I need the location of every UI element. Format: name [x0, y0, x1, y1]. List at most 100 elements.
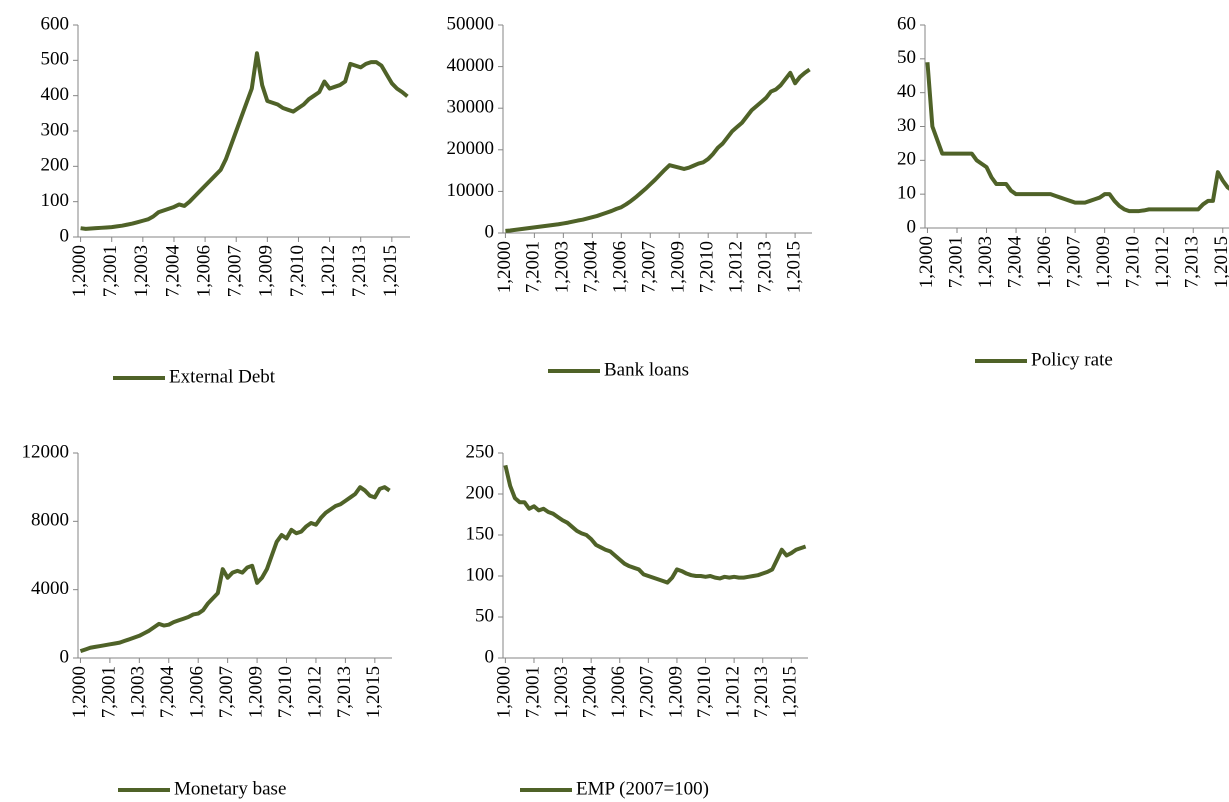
x-tick-label: 1,2006 [187, 666, 208, 718]
x-tick-label: 1,2009 [245, 666, 266, 718]
x-tick-label: 7,2007 [637, 666, 658, 718]
y-tick-label: 500 [41, 49, 70, 70]
x-tick-label: 1,2015 [783, 241, 804, 293]
x-tick-label: 7,2007 [1063, 236, 1084, 288]
y-tick-label: 20000 [447, 138, 495, 159]
x-tick-label: 1,2003 [552, 241, 573, 293]
x-tick-label: 1,2009 [256, 245, 277, 297]
legend-label: Monetary base [174, 778, 286, 799]
y-tick-label: 40000 [447, 55, 495, 76]
y-tick-label: 10000 [447, 180, 495, 201]
x-tick-label: 7,2013 [754, 241, 775, 293]
y-tick-label: 0 [907, 216, 917, 237]
x-tick-label: 1,2003 [551, 666, 572, 718]
x-tick-label: 7,2010 [697, 241, 718, 293]
x-tick-label: 1,2012 [722, 666, 743, 718]
x-tick-label: 7,2004 [157, 666, 178, 719]
y-tick-label: 200 [41, 155, 70, 176]
data-line [80, 51, 409, 231]
data-line [505, 67, 811, 233]
y-tick-label: 150 [466, 523, 495, 544]
x-tick-label: 7,2013 [751, 666, 772, 718]
x-tick-label: 7,2001 [522, 666, 543, 718]
y-tick-label: 8000 [31, 510, 69, 531]
y-tick-label: 0 [485, 646, 495, 667]
legend-label: External Debt [169, 366, 276, 387]
x-tick-label: 7,2010 [1123, 236, 1144, 288]
legend-label: Policy rate [1031, 349, 1113, 370]
y-tick-label: 30 [897, 115, 916, 136]
chart-panel: 0 10000 20000 30000 40000 50000 1,2000 7,2001 1,… [447, 13, 812, 380]
x-tick-label: 7,2004 [580, 666, 601, 719]
y-tick-label: 100 [466, 564, 495, 585]
x-tick-label: 1,2006 [1034, 236, 1055, 288]
x-tick-label: 7,2010 [287, 245, 308, 297]
y-tick-label: 12000 [22, 441, 70, 462]
x-tick-label: 1,2006 [610, 241, 631, 293]
x-tick-label: 7,2013 [334, 666, 355, 718]
y-tick-label: 50 [897, 47, 916, 68]
x-tick-label: 1,2015 [380, 245, 401, 297]
y-tick-label: 10 [897, 183, 916, 204]
y-tick-label: 40 [897, 81, 916, 102]
x-tick-label: 1,2012 [1152, 236, 1173, 288]
data-line [503, 464, 807, 585]
y-tick-label: 0 [60, 225, 70, 246]
legend-label: Bank loans [604, 359, 689, 380]
x-tick-label: 1,2006 [193, 245, 214, 297]
x-tick-label: 7,2013 [349, 245, 370, 297]
x-tick-label: 1,2015 [363, 666, 384, 718]
x-tick-label: 1,2012 [318, 245, 339, 297]
data-line [79, 485, 391, 654]
x-tick-label: 7,2001 [945, 236, 966, 288]
y-tick-label: 300 [41, 119, 70, 140]
y-tick-label: 600 [41, 13, 70, 34]
x-tick-label: 7,2001 [98, 666, 119, 718]
y-tick-label: 30000 [447, 97, 495, 118]
x-tick-label: 1,2012 [726, 241, 747, 293]
y-tick-label: 100 [41, 190, 70, 211]
x-tick-label: 7,2013 [1182, 236, 1203, 288]
x-tick-label: 7,2004 [162, 245, 183, 298]
x-tick-label: 7,2007 [216, 666, 237, 718]
y-tick-label: 50000 [447, 13, 495, 34]
chart-panel: 0 10 20 30 40 50 60 1,2000 7,2001 1,2003 7,2004 1,2… [897, 13, 1229, 370]
y-tick-label: 250 [466, 441, 495, 462]
y-tick-label: 200 [466, 482, 495, 503]
x-tick-label: 1,2003 [975, 236, 996, 288]
y-tick-label: 4000 [31, 578, 69, 599]
chart-panel: 0 50 100 150 200 250 1,2000 7,2001 1,2003 7,2004 1… [466, 441, 808, 799]
x-tick-label: 7,2004 [581, 241, 602, 294]
legend-label: EMP (2007=100) [576, 778, 709, 799]
y-tick-label: 0 [60, 646, 70, 667]
x-tick-label: 1,2009 [1093, 236, 1114, 288]
y-tick-label: 60 [897, 13, 916, 34]
x-tick-label: 7,2010 [275, 666, 296, 718]
x-tick-label: 7,2004 [1004, 236, 1025, 289]
x-tick-label: 1,2012 [304, 666, 325, 718]
chart-panel: 0 100 200 300 400 500 600 1,2000 7,2001 1,2003 7,2… [41, 13, 410, 387]
x-tick-label: 7,2007 [225, 245, 246, 297]
x-tick-label: 1,2000 [494, 666, 515, 718]
x-tick-label: 7,2010 [694, 666, 715, 718]
x-tick-label: 1,2015 [780, 666, 801, 718]
x-tick-label: 1,2000 [69, 666, 90, 718]
x-tick-label: 1,2015 [1211, 236, 1229, 288]
x-tick-label: 1,2009 [668, 241, 689, 293]
x-tick-label: 1,2003 [131, 245, 152, 297]
y-tick-label: 50 [475, 605, 494, 626]
y-tick-label: 400 [41, 84, 70, 105]
y-tick-label: 20 [897, 149, 916, 170]
y-tick-label: 0 [485, 221, 495, 242]
x-tick-label: 1,2000 [69, 245, 90, 297]
x-tick-label: 1,2000 [494, 241, 515, 293]
x-tick-label: 1,2000 [916, 236, 937, 288]
x-tick-label: 7,2001 [523, 241, 544, 293]
x-tick-label: 7,2007 [639, 241, 660, 293]
x-tick-label: 1,2009 [665, 666, 686, 718]
data-line [925, 62, 1229, 214]
x-tick-label: 1,2003 [128, 666, 149, 718]
chart-panel: 0 4000 8000 12000 1,2000 7,2001 1,2003 7,2004 1,… [22, 441, 392, 799]
